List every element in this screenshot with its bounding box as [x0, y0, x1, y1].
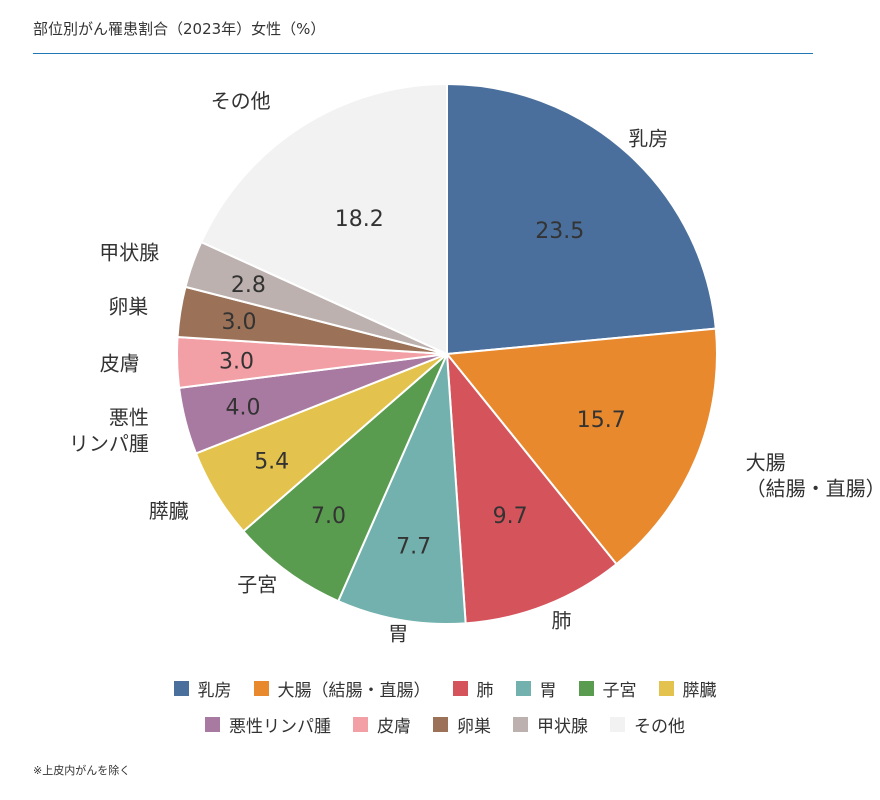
legend-item: 甲状腺	[513, 712, 588, 737]
legend-item: 胃	[515, 676, 557, 701]
pie-chart: 23.5 乳房 15.7 大腸（結腸・直腸） 9.7 肺 7.7 胃 7.0 子宮 5.4 膵臓 4.0…	[69, 82, 880, 645]
slice-category-label: 悪性	[109, 406, 149, 430]
slice-value-label: 3.0	[222, 310, 257, 335]
legend-label: 皮膚	[377, 717, 411, 737]
legend-swatch	[353, 717, 368, 732]
slice-value-label: 2.8	[231, 273, 266, 298]
pie-slice	[446, 82, 717, 356]
pie-slice	[336, 353, 467, 625]
slice-value-label: 7.0	[311, 504, 346, 529]
slice-category-label: その他	[211, 89, 271, 113]
legend-label: 子宮	[602, 681, 637, 701]
slice-category-label: 乳房	[628, 126, 668, 150]
legend-label: 大腸（結腸・直腸）	[277, 681, 431, 701]
legend-item: 皮膚	[353, 712, 411, 737]
legend-label: 肺	[476, 681, 494, 701]
legend-swatch	[173, 681, 189, 696]
legend-swatch	[610, 717, 625, 732]
legend-row: 乳房 大腸（結腸・直腸） 肺 胃 子宮 膵臓	[95, 676, 795, 701]
legend-label: 甲状腺	[537, 717, 588, 737]
slice-value-label: 5.4	[254, 450, 289, 475]
legend-swatch	[515, 681, 531, 696]
legend-item: 大腸（結腸・直腸）	[253, 676, 431, 701]
slice-value-label: 7.7	[396, 535, 431, 560]
slice-category-label: 子宮	[237, 573, 277, 597]
pie-slice	[199, 82, 448, 356]
legend-swatch	[513, 717, 528, 732]
legend: 乳房 大腸（結腸・直腸） 肺 胃 子宮 膵臓悪性リンパ腫 皮膚 卵巣 甲状腺 その他	[95, 676, 795, 748]
legend-label: 乳房	[197, 681, 232, 701]
legend-swatch	[433, 717, 448, 732]
legend-label: 悪性リンパ腫	[229, 717, 331, 737]
legend-label: 膵臓	[682, 681, 717, 701]
slice-category-label: 甲状腺	[99, 241, 159, 265]
legend-row: 悪性リンパ腫 皮膚 卵巣 甲状腺 その他	[95, 712, 795, 737]
pie-slice	[445, 327, 718, 566]
slice-category-label: 膵臓	[149, 499, 189, 523]
legend-item: 乳房	[173, 676, 232, 701]
legend-label: 胃	[539, 681, 557, 701]
title-divider	[33, 53, 813, 54]
legend-swatch	[658, 681, 674, 696]
legend-label: その他	[634, 717, 685, 737]
slice-value-label: 15.7	[577, 408, 626, 433]
slice-value-label: 4.0	[226, 395, 261, 420]
legend-swatch	[253, 681, 269, 696]
legend-item: 肺	[452, 676, 494, 701]
slice-value-label: 9.7	[493, 504, 528, 529]
legend-swatch	[205, 717, 220, 732]
slice-category-label: 卵巣	[108, 295, 148, 319]
slice-category-label: （結腸・直腸）	[746, 477, 880, 501]
slice-category-label: 皮膚	[100, 352, 140, 376]
pie-slice	[445, 350, 618, 625]
slice-value-label: 18.2	[335, 207, 384, 232]
legend-swatch	[452, 681, 468, 696]
chart-title: 部位別がん罹患割合（2023年）女性（%）	[33, 20, 326, 38]
slice-value-label: 23.5	[535, 219, 584, 244]
slice-category-label: 肺	[552, 608, 572, 632]
legend-item: 膵臓	[658, 676, 717, 701]
legend-item: 卵巣	[433, 712, 491, 737]
legend-swatch	[578, 681, 594, 696]
slice-value-label: 3.0	[219, 350, 254, 375]
legend-label: 卵巣	[457, 717, 491, 737]
legend-item: 子宮	[578, 676, 637, 701]
pie-slice	[241, 353, 448, 603]
legend-item: その他	[610, 712, 685, 737]
slice-category-label: リンパ腫	[69, 432, 149, 456]
footnote: ※上皮内がんを除く	[33, 764, 131, 777]
slice-category-label: 胃	[388, 621, 408, 645]
legend-item: 悪性リンパ腫	[205, 712, 331, 737]
slice-category-label: 大腸	[746, 451, 786, 475]
